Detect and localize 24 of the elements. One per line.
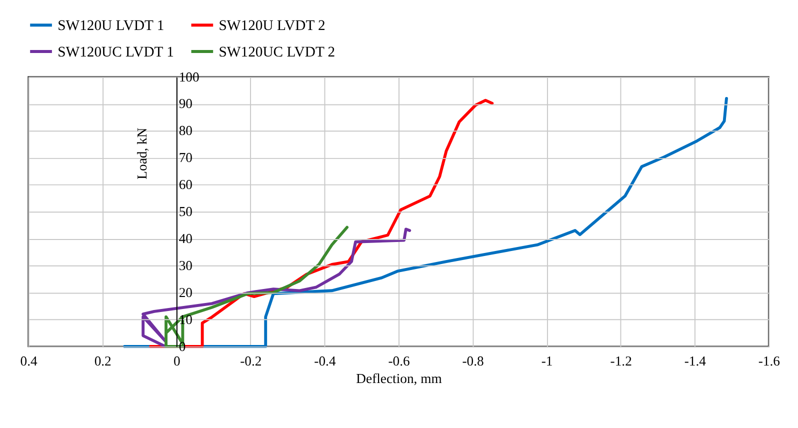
y-tick-label: 20 [178,284,193,300]
x-tick-label: -1.2 [610,354,632,368]
y-tick-label: 80 [178,123,193,138]
y-tick-label: 70 [178,150,193,166]
x-tick-label: -1.6 [758,354,780,368]
x-tick-label: -0.4 [314,354,336,368]
x-tick-label: -0.8 [462,354,484,368]
legend-label: SW120U LVDT 2 [218,18,326,34]
y-tick-label: 40 [178,231,193,246]
legend-label: SW120UC LVDT 2 [218,44,336,60]
x-tick-label: 0.2 [94,354,112,368]
y-tick-label: 50 [178,204,193,220]
legend-label: SW120UC LVDT 1 [58,44,174,60]
y-tick-label: 90 [178,96,193,112]
x-tick-label: -1 [541,354,553,368]
y-tick-label: 30 [178,258,193,273]
y-axis-title: Load, kN [134,128,150,180]
x-tick-label: -0.2 [240,354,262,368]
x-tick-label: 0.4 [20,354,38,368]
x-tick-label: -1.4 [684,354,706,368]
x-axis-title: Deflection, mm [356,371,442,386]
legend-label: SW120U LVDT 1 [58,18,164,34]
y-tick-label: 60 [178,177,193,192]
x-tick-label: -0.6 [388,354,410,368]
